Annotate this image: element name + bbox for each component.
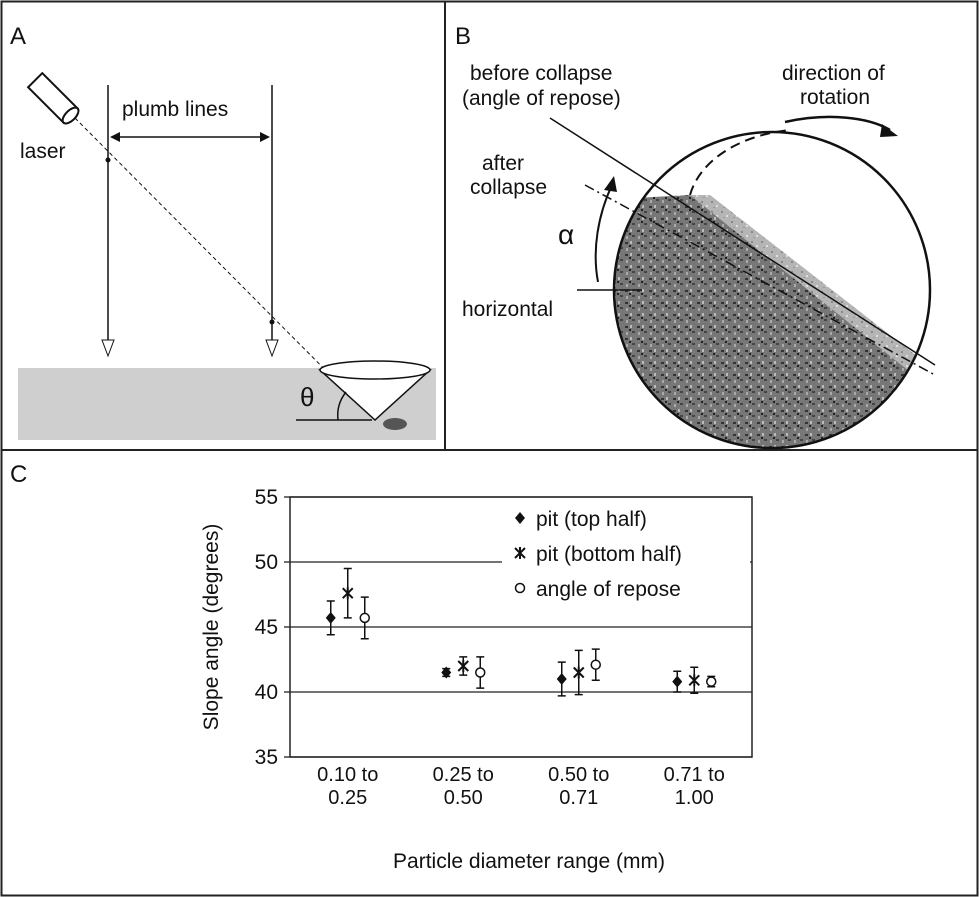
surface-before xyxy=(690,130,790,195)
beam-point xyxy=(270,320,275,325)
marker-circle xyxy=(360,613,369,622)
plumb-bob xyxy=(102,340,114,356)
marker-circle xyxy=(707,677,716,686)
marker-x xyxy=(458,660,468,672)
before-collapse-label: before collapse xyxy=(470,62,612,85)
x-axis-label: Particle diameter range (mm) xyxy=(393,850,665,873)
marker-diamond xyxy=(672,676,682,688)
beam-point xyxy=(106,158,111,163)
rotation-arrow xyxy=(785,117,890,130)
direction-label: direction of xyxy=(782,62,885,85)
y-tick-label: 40 xyxy=(255,681,278,704)
marker-x xyxy=(574,667,584,679)
after-collapse-label: collapse xyxy=(470,176,547,199)
y-tick-label: 45 xyxy=(255,616,278,639)
marker-diamond xyxy=(326,612,336,624)
x-tick-label: 0.50 to 0.71 xyxy=(539,764,619,810)
y-tick-label: 50 xyxy=(255,551,278,574)
outer-frame xyxy=(2,2,978,896)
figure: A laser plumb lines θ B xyxy=(0,0,979,897)
panel-label: B xyxy=(455,23,471,50)
plumb-bob xyxy=(266,340,278,356)
panel-a: A laser plumb lines θ xyxy=(10,23,436,440)
x-tick-label: 0.71 to 1.00 xyxy=(654,764,734,810)
panel-label: A xyxy=(10,23,26,50)
laser-icon xyxy=(28,73,81,126)
y-tick-label: 55 xyxy=(255,486,278,509)
legend-label: pit (top half) xyxy=(536,508,647,531)
panel-c: C 35 40 45 50 55 pit (top half) pit (bottom ha… xyxy=(10,461,752,873)
sand xyxy=(600,195,935,460)
y-axis-label: Slope angle (degrees) xyxy=(200,524,223,731)
arrowhead xyxy=(260,132,270,142)
before-collapse-label: (angle of repose) xyxy=(462,87,621,110)
panel-b: B before collapse (angle of repose) afte… xyxy=(455,23,935,460)
arrowhead xyxy=(604,176,617,192)
figure-canvas: A laser plumb lines θ B xyxy=(0,0,979,897)
x-tick-label: 0.25 to 0.50 xyxy=(423,764,503,810)
arrowhead xyxy=(110,132,120,142)
x-tick-label: 0.10 to 0.25 xyxy=(308,764,388,810)
alpha-arc xyxy=(596,185,612,282)
marker-x xyxy=(689,674,699,686)
y-tick-label: 35 xyxy=(255,746,278,769)
marker-circle xyxy=(476,668,485,677)
alpha-label: α xyxy=(558,219,574,250)
antlion xyxy=(383,418,407,430)
arrowhead xyxy=(880,124,898,137)
marker-diamond xyxy=(557,673,567,685)
plumb-lines-label: plumb lines xyxy=(122,98,228,121)
pit-rim xyxy=(320,361,430,379)
after-collapse-label: after xyxy=(482,152,524,175)
legend-marker xyxy=(516,584,525,593)
theta-label: θ xyxy=(300,382,314,412)
marker-x xyxy=(343,587,353,599)
laser-label: laser xyxy=(20,140,66,163)
direction-label: rotation xyxy=(800,86,870,109)
legend-label: angle of repose xyxy=(536,578,681,601)
marker-circle xyxy=(591,660,600,669)
legend-label: pit (bottom half) xyxy=(536,543,682,566)
panel-label: C xyxy=(10,461,27,488)
horizontal-label: horizontal xyxy=(462,298,553,321)
